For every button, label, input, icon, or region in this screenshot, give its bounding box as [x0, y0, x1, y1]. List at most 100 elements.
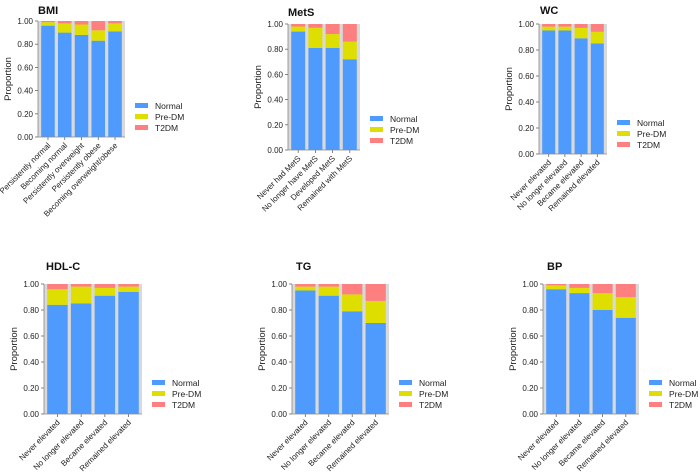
bar-pre-dm [291, 26, 306, 32]
x-tick-label: Never elevated [265, 418, 309, 462]
legend-swatch [135, 114, 148, 119]
bar-t2dm [118, 284, 139, 287]
y-tick-label: 0.40 [17, 87, 33, 96]
legend-swatch [649, 391, 662, 396]
bar-pre-dm [365, 300, 386, 323]
bar-t2dm [342, 284, 363, 295]
bar-normal [57, 32, 72, 137]
bar-pre-dm [342, 294, 363, 312]
bar-t2dm [91, 21, 106, 31]
y-axis-label: Proportion [257, 327, 268, 371]
bar-t2dm [590, 24, 604, 32]
legend-swatch [617, 142, 630, 147]
bar-pre-dm [41, 22, 55, 26]
bar-pre-dm [342, 41, 357, 60]
bar-normal [291, 31, 306, 151]
bar-t2dm [592, 284, 613, 294]
bar-normal [592, 310, 613, 414]
y-tick-label: 0.40 [518, 98, 534, 107]
y-tick-label: 0.20 [522, 384, 538, 393]
legend-label: Normal [669, 378, 697, 388]
y-tick-label: 0.00 [267, 146, 283, 155]
legend-label: T2DM [637, 140, 660, 150]
y-tick-label: 0.00 [23, 410, 39, 419]
legend-label: Pre-DM [172, 389, 201, 399]
y-tick-label: 1.00 [17, 17, 33, 26]
y-axis-label: Proportion [253, 65, 264, 109]
y-tick-label: 0.20 [17, 110, 33, 119]
y-tick-label: 0.80 [17, 40, 33, 49]
panel-title: WC [540, 5, 558, 17]
bar-pre-dm [574, 27, 588, 39]
panel-title: TG [296, 261, 311, 273]
y-tick-label: 0.80 [267, 45, 283, 54]
bar-pre-dm [590, 31, 604, 44]
bar-normal [542, 30, 556, 154]
bar-normal [41, 25, 55, 137]
legend-label: Pre-DM [669, 389, 698, 399]
legend-swatch [370, 127, 383, 132]
legend-swatch [399, 402, 412, 407]
bar-t2dm [291, 24, 306, 27]
bar-pre-dm [542, 26, 556, 31]
bar-t2dm [70, 284, 92, 287]
y-tick-label: 0.00 [17, 133, 33, 142]
y-tick-label: 1.00 [522, 280, 538, 289]
y-axis-label: Proportion [504, 67, 515, 111]
bar-pre-dm [295, 286, 316, 291]
bar-normal [318, 295, 339, 414]
bar-pre-dm [546, 285, 567, 290]
bar-normal [325, 47, 340, 150]
y-tick-label: 0.80 [518, 46, 534, 55]
y-tick-label: 0.40 [271, 358, 287, 367]
legend-swatch [152, 380, 165, 385]
y-tick-label: 0.60 [518, 72, 534, 81]
bar-pre-dm [615, 297, 636, 318]
legend-label: Pre-DM [155, 112, 184, 122]
y-tick-label: 0.00 [271, 410, 287, 419]
legend-swatch [135, 125, 148, 130]
bar-normal [342, 311, 363, 414]
y-tick-label: 1.00 [267, 20, 283, 29]
bar-pre-dm [47, 289, 68, 305]
legend-swatch [399, 391, 412, 396]
y-tick-label: 0.40 [267, 96, 283, 105]
bar-pre-dm [325, 34, 340, 48]
bar-normal [91, 40, 106, 137]
bar-t2dm [569, 284, 590, 288]
bar-t2dm [542, 24, 556, 27]
y-tick-label: 0.60 [522, 332, 538, 341]
bar-normal [558, 30, 572, 154]
legend-label: T2DM [155, 123, 178, 133]
bar-t2dm [47, 284, 68, 290]
legend-swatch [152, 391, 165, 396]
legend-swatch [649, 402, 662, 407]
y-tick-label: 0.60 [17, 63, 33, 72]
legend-label: Normal [419, 378, 447, 388]
legend-label: Pre-DM [637, 129, 666, 139]
bar-pre-dm [318, 286, 339, 296]
bar-pre-dm [569, 287, 590, 294]
bar-normal [108, 31, 122, 137]
bar-normal [590, 43, 604, 154]
y-tick-label: 0.20 [23, 384, 39, 393]
bar-t2dm [342, 24, 357, 42]
bar-normal [74, 34, 89, 137]
bar-t2dm [558, 24, 572, 27]
y-tick-label: 0.80 [271, 306, 287, 315]
y-tick-label: 0.00 [518, 150, 534, 159]
legend-swatch [649, 380, 662, 385]
bar-pre-dm [558, 26, 572, 31]
legend-swatch [152, 402, 165, 407]
bar-normal [342, 59, 357, 150]
y-tick-label: 0.00 [522, 410, 538, 419]
bar-t2dm [615, 284, 636, 297]
bar-t2dm [318, 284, 339, 287]
legend-swatch [617, 120, 630, 125]
legend-label: Pre-DM [419, 389, 448, 399]
